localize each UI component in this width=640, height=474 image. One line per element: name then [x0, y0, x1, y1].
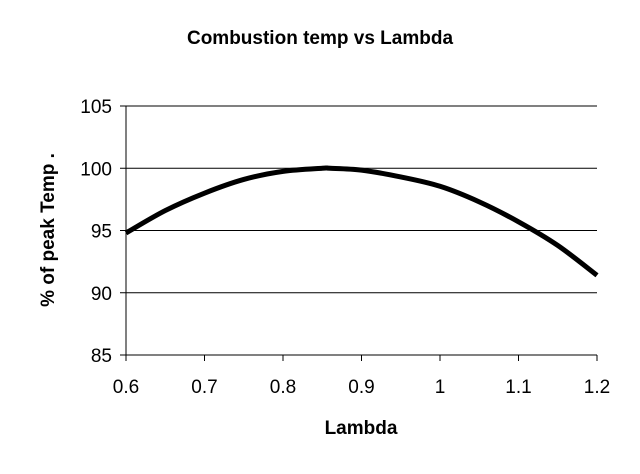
x-tick-label: 1 [435, 377, 446, 398]
chart-title: Combustion temp vs Lambda [187, 28, 453, 49]
y-tick-label: 100 [80, 159, 112, 180]
tick-labels: 85 90 95 100 105 0.6 0.7 0.8 0.9 1 1.1 1.2 [80, 97, 610, 398]
x-tick-label: 0.7 [191, 377, 217, 398]
x-tick-label: 0.8 [270, 377, 296, 398]
axes [120, 105, 598, 361]
series-line [124, 165, 599, 278]
y-tick-label: 85 [91, 346, 112, 367]
x-axis-label: Lambda [325, 418, 398, 439]
y-axis-label: % of peak Temp . [38, 153, 59, 307]
y-tick-label: 95 [91, 222, 112, 243]
x-tick-label: 0.9 [348, 377, 374, 398]
gridlines [126, 105, 597, 294]
x-tick-label: 0.6 [113, 377, 139, 398]
y-tick-label: 105 [80, 97, 112, 118]
x-tick-label: 1.2 [584, 377, 610, 398]
y-tick-label: 90 [91, 284, 112, 305]
series [124, 165, 599, 278]
x-tick-label: 1.1 [505, 377, 531, 398]
